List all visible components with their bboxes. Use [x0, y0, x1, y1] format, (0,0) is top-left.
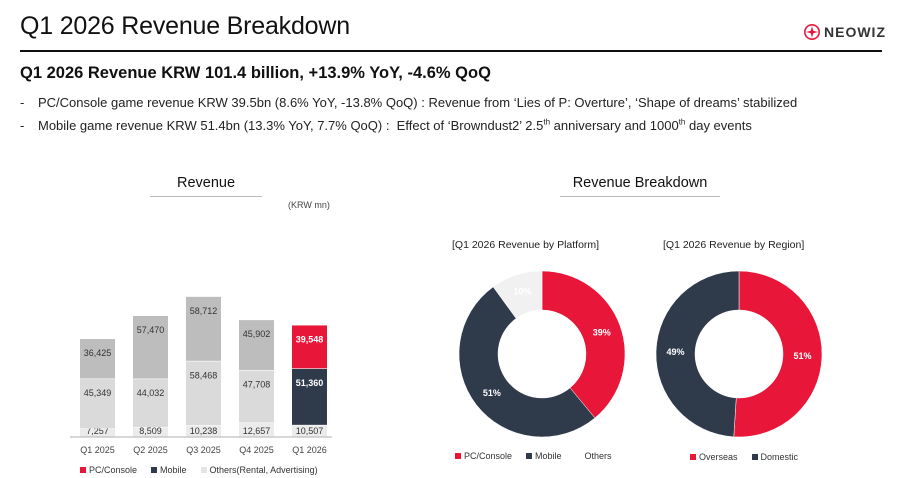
- bar-value-label: 51,360: [296, 378, 324, 388]
- x-tick-label: Q3 2025: [186, 445, 221, 455]
- bar-segment-others: [292, 425, 327, 437]
- bar-segment-mobile: [186, 361, 221, 426]
- legend-item: Overseas: [690, 452, 738, 462]
- title-rule: [20, 50, 882, 52]
- bar-segment-others: [186, 425, 221, 437]
- revenue-bar-chart: 7,257 45,349 36,425 Q1 2025 8,509 44,032 57,47…: [70, 296, 332, 455]
- region-chart-title: [Q1 2026 Revenue by Region]: [663, 239, 805, 251]
- logo-flower-icon: [804, 24, 820, 40]
- legend-swatch: [80, 467, 86, 473]
- bar-value-label: 12,657: [243, 426, 271, 436]
- bar-value-label: 58,468: [190, 370, 218, 380]
- bar-value-label: 45,349: [84, 388, 112, 398]
- donut-slice-overseas: [733, 270, 823, 438]
- x-tick-label: Q1 2025: [80, 445, 115, 455]
- breakdown-section-title: Revenue Breakdown: [572, 175, 708, 191]
- region-donut-chart: 51% 49%: [655, 270, 823, 438]
- bar-segment-others: [133, 427, 168, 437]
- legend-swatch: [526, 453, 533, 459]
- region-legend: Overseas Domestic: [690, 452, 798, 462]
- revenue-section-title: Revenue: [176, 175, 236, 191]
- bar-segment-pc: [292, 325, 327, 369]
- revenue-legend: PC/Console Mobile Others(Rental, Advertisi…: [80, 465, 318, 475]
- platform-chart-title: [Q1 2026 Revenue by Platform]: [452, 239, 600, 251]
- company-logo: NEOWIZ: [804, 24, 886, 40]
- donut-slice-mobile: [458, 286, 596, 438]
- x-tick-label: Q1 2026: [292, 445, 327, 455]
- donut-value-label: 10%: [513, 287, 531, 297]
- bullet-mobile: - Mobile game revenue KRW 51.4bn (13.3% …: [20, 114, 797, 137]
- legend-swatch: [690, 454, 696, 460]
- legend-item: Others(Rental, Advertising): [200, 465, 318, 475]
- bar-segment-pc: [133, 315, 168, 379]
- legend-label: Others: [584, 451, 612, 461]
- bar-segment-mobile: [239, 370, 274, 423]
- donut-value-label: 39%: [593, 327, 611, 337]
- legend-swatch: [455, 453, 461, 459]
- x-tick-label: Q4 2025: [239, 445, 274, 455]
- bullet-dash: -: [20, 118, 25, 133]
- logo-text: NEOWIZ: [824, 24, 886, 40]
- donut-value-label: 51%: [483, 388, 501, 398]
- bar-segment-others: [239, 423, 274, 437]
- legend-label: Mobile: [160, 465, 187, 475]
- bar-segment-pc: [186, 296, 221, 361]
- bar-value-label: 57,470: [137, 325, 165, 335]
- legend-label: PC/Console: [464, 451, 513, 461]
- bullet-list: - PC/Console game revenue KRW 39.5bn (8.…: [20, 91, 797, 137]
- bar-value-label: 47,708: [243, 380, 271, 390]
- bullet-dash: -: [20, 95, 25, 110]
- donut-value-label: 51%: [793, 351, 811, 361]
- platform-legend: PC/Console Mobile Others: [455, 451, 612, 461]
- bullet-pc-console: - PC/Console game revenue KRW 39.5bn (8.…: [20, 91, 797, 114]
- bar-segment-mobile: [133, 379, 168, 428]
- revenue-section-rule: [150, 196, 262, 197]
- bar-value-label: 58,712: [190, 306, 218, 316]
- legend-swatch: [151, 467, 158, 473]
- bar-value-label: 44,032: [137, 388, 165, 398]
- bar-value-label: 8,509: [139, 426, 162, 436]
- platform-donut-chart: 39% 51% 10%: [458, 270, 626, 438]
- legend-item: Mobile: [526, 451, 562, 461]
- headline: Q1 2026 Revenue KRW 101.4 billion, +13.9…: [20, 64, 491, 82]
- bar-value-label: 45,902: [243, 329, 271, 339]
- legend-item: Others: [575, 451, 612, 461]
- unit-label: (KRW mn): [288, 200, 330, 210]
- legend-item: PC/Console: [455, 451, 512, 461]
- bar-value-label: 39,548: [296, 334, 324, 344]
- bar-value-label: 7,257: [86, 426, 109, 436]
- legend-swatch: [751, 454, 758, 460]
- legend-label: Others(Rental, Advertising): [209, 465, 318, 475]
- legend-label: Mobile: [535, 451, 562, 461]
- bar-segment-pc: [80, 339, 115, 379]
- bullet-text: PC/Console game revenue KRW 39.5bn (8.6%…: [38, 95, 798, 110]
- legend-item: PC/Console: [80, 465, 137, 475]
- bar-segment-pc: [239, 320, 274, 370]
- legend-swatch: [575, 453, 582, 459]
- breakdown-section-rule: [560, 196, 720, 197]
- legend-label: Overseas: [699, 452, 738, 462]
- bar-value-label: 10,507: [296, 426, 324, 436]
- page-title: Q1 2026 Revenue Breakdown: [20, 12, 350, 40]
- bar-segment-mobile: [292, 368, 327, 425]
- legend-label: PC/Console: [89, 465, 138, 475]
- donut-value-label: 49%: [667, 347, 685, 357]
- donut-slice-domestic: [655, 270, 740, 438]
- legend-item: Mobile: [151, 465, 187, 475]
- bar-value-label: 10,238: [190, 426, 218, 436]
- x-tick-label: Q2 2025: [133, 445, 168, 455]
- donut-slice-pc: [541, 270, 626, 419]
- bar-segment-others: [80, 429, 115, 437]
- donut-slice-others: [492, 270, 543, 319]
- bar-value-label: 36,425: [84, 348, 112, 358]
- bar-segment-mobile: [80, 379, 115, 429]
- legend-item: Domestic: [751, 452, 799, 462]
- legend-label: Domestic: [760, 452, 799, 462]
- bullet-text: Mobile game revenue KRW 51.4bn (13.3% Yo…: [38, 117, 752, 133]
- legend-swatch: [200, 467, 207, 473]
